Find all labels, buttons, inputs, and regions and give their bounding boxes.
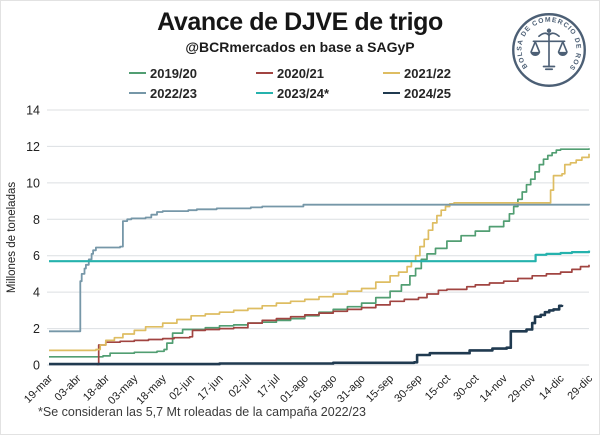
legend-label-2021-22: 2021/22 xyxy=(404,65,451,81)
bcr-logo: BOLSA DE COMERCIO DE ROSARIO xyxy=(505,6,586,87)
chart-legend: 2019/20 2020/21 2021/22 2022/23 2023/24*… xyxy=(129,65,510,101)
x-tick-label: 31-ago xyxy=(335,373,368,406)
x-tick-label: 03-may xyxy=(106,372,141,407)
series-line-2019-20 xyxy=(49,148,590,358)
x-tick-label: 29-nov xyxy=(506,372,539,405)
chart-subtitle: @BCRmercados en base a SAGyP xyxy=(185,39,415,55)
x-tick-label: 15-sep xyxy=(364,373,396,405)
x-tick-label: 15-oct xyxy=(423,373,453,403)
legend-item-2024-25: 2024/25 xyxy=(383,85,510,101)
legend-label-2024-25: 2024/25 xyxy=(404,85,451,101)
x-tick-label: 19-mar xyxy=(22,372,55,405)
scales-icon xyxy=(530,28,568,71)
x-tick-label: 30-sep xyxy=(392,373,424,405)
x-tick-label: 14-dic xyxy=(537,372,567,402)
legend-swatch-2020-21 xyxy=(256,71,273,75)
series-line-2021-22 xyxy=(49,153,590,352)
y-tick-label: 8 xyxy=(33,213,40,227)
y-axis-title: Millones de toneladas xyxy=(6,182,18,293)
x-tick-label: 01-ago xyxy=(278,373,311,406)
series-line-2023-24- xyxy=(49,250,591,263)
legend-swatch-2022-23 xyxy=(129,91,146,95)
legend-swatch-2024-25 xyxy=(383,91,400,95)
y-tick-label: 10 xyxy=(26,176,40,190)
legend-label-2019-20: 2019/20 xyxy=(150,65,197,81)
x-tick-label: 29-dic xyxy=(565,372,595,402)
y-tick-label: 6 xyxy=(33,249,40,263)
legend-swatch-2021-22 xyxy=(383,71,400,75)
legend-swatch-2023-24 xyxy=(256,91,273,95)
legend-item-2023-24: 2023/24* xyxy=(256,85,383,101)
legend-item-2019-20: 2019/20 xyxy=(129,65,256,81)
legend-item-2021-22: 2021/22 xyxy=(383,65,510,81)
legend-item-2020-21: 2020/21 xyxy=(256,65,383,81)
legend-swatch-2019-20 xyxy=(129,71,146,75)
x-tick-label: 02-jul xyxy=(227,373,255,401)
y-tick-label: 12 xyxy=(26,140,40,154)
x-tick-label: 17-jun xyxy=(196,373,226,403)
legend-item-2022-23: 2022/23 xyxy=(129,85,256,101)
chart-title: Avance de DJVE de trigo xyxy=(157,8,443,36)
y-tick-label: 4 xyxy=(33,286,40,300)
series-line-2024-25 xyxy=(49,304,564,366)
x-tick-label: 30-oct xyxy=(451,373,481,403)
legend-label-2023-24: 2023/24* xyxy=(277,85,330,101)
series-line-2022-23 xyxy=(49,203,590,333)
legend-label-2022-23: 2022/23 xyxy=(150,85,197,101)
y-tick-label: 2 xyxy=(33,322,40,336)
series-line-2020-21 xyxy=(96,264,590,366)
legend-label-2020-21: 2020/21 xyxy=(277,65,324,81)
x-tick-label: 14-nov xyxy=(478,372,511,405)
y-tick-label: 14 xyxy=(26,104,40,118)
x-tick-label: 18-may xyxy=(134,372,169,407)
x-tick-label: 16-ago xyxy=(307,373,340,406)
x-tick-label: 03-abr xyxy=(53,372,84,403)
x-tick-label: 02-jun xyxy=(167,373,197,403)
chart-footnote: *Se consideran las 5,7 Mt roleadas de la… xyxy=(38,405,366,419)
y-tick-label: 0 xyxy=(33,359,40,373)
